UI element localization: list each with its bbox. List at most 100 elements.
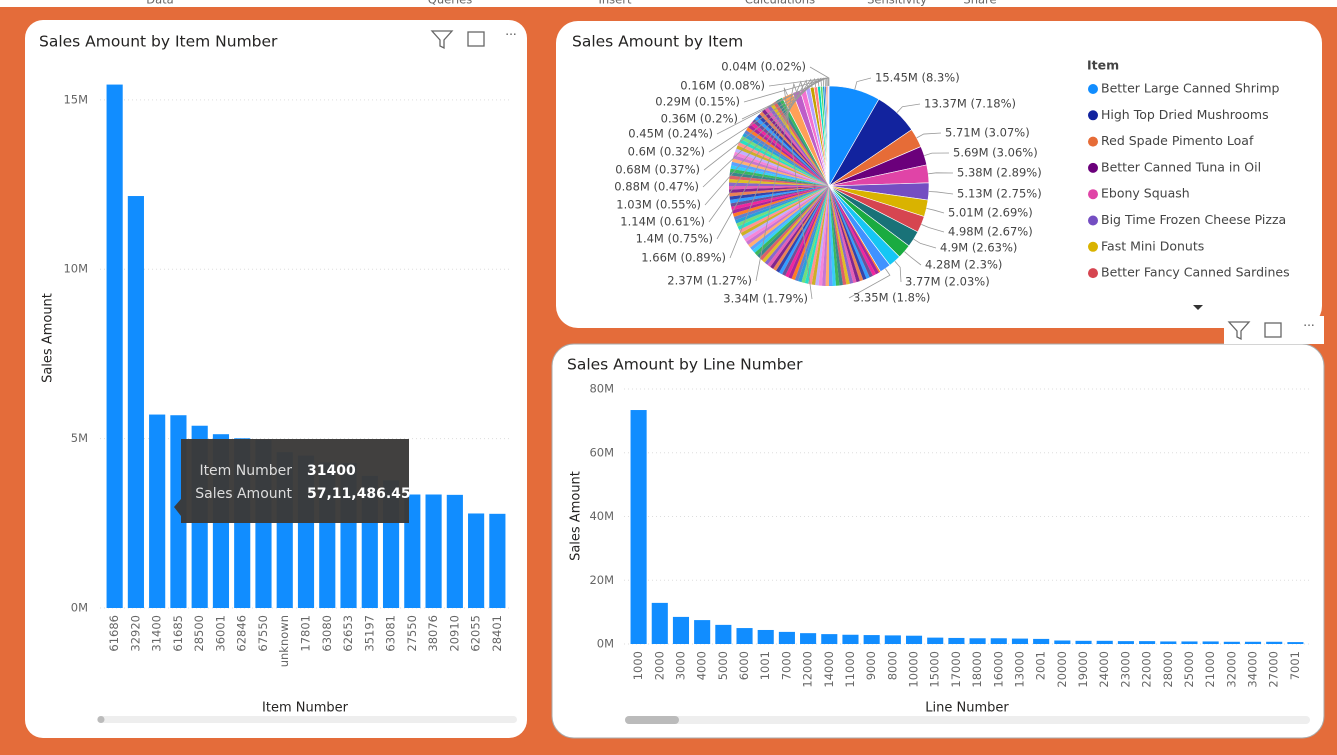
scroll-thumb[interactable] [625,716,679,724]
bar [990,638,1007,644]
pie-background [773,101,829,186]
pie-background [815,186,829,286]
leader-line [703,77,822,171]
pie-background [829,186,857,284]
ribbon-tab[interactable]: Share [963,0,996,7]
pie-background [785,186,829,278]
pie-background [744,130,829,186]
pie-background [739,139,829,186]
scrollbar[interactable] [97,716,517,723]
ribbon-tab[interactable]: Insert [599,0,632,7]
pie-background [822,186,829,286]
x-tick-label: 31400 [150,615,164,652]
pie-background [811,186,829,286]
x-tick-label: 28401 [490,615,504,652]
legend-label: Better Large Canned Shrimp [1101,81,1279,96]
bar [630,410,647,644]
leader-line [783,87,813,300]
pie-background [731,161,829,186]
data-label: 1.66M (0.89%) [641,251,726,265]
bar [1266,641,1283,644]
data-label: 1.14M (0.61%) [620,215,705,229]
x-tick-label: 1001 [758,651,772,680]
pie-background [752,119,829,186]
bar [446,494,463,608]
leader-line [896,103,921,113]
pie-background [788,186,829,279]
data-label: 0.68M (0.37%) [615,163,700,177]
leader-line [809,66,830,87]
pie-background [767,186,829,267]
bar [969,638,986,644]
scrollbar[interactable] [625,716,1310,724]
pie-background [779,97,829,186]
pie-background [736,145,829,186]
x-tick-label: 11000 [843,651,857,688]
pie-background [791,186,829,280]
x-tick-label: 35197 [362,615,376,652]
pie-background [733,186,829,221]
pie-background [759,186,829,261]
bar [1160,641,1177,644]
pie-background [829,186,843,286]
bar [905,635,923,644]
pie-background [754,186,829,256]
leader-line [926,208,945,214]
y-axis-title: Sales Amount [41,293,56,383]
pie-background [750,121,829,186]
data-label: 5.13M (2.75%) [957,187,1042,201]
y-tick-label: 10M [63,262,88,276]
legend-label: Better Canned Tuna in Oil [1101,159,1261,174]
legend-label: Big Time Frozen Cheese Pizza [1101,212,1286,227]
pie-background [829,186,836,286]
pie-background [729,172,829,186]
pie-background [748,186,829,248]
pie-background [731,158,829,186]
data-label: 0.36M (0.2%) [661,112,738,126]
y-axis-title: Sales Amount [569,471,584,561]
pie-background [759,111,829,186]
pie-background [732,186,829,217]
bar [1202,641,1219,644]
pie-background [764,186,829,265]
pie-background [829,186,867,280]
bar [1033,638,1050,644]
svg-text:···: ··· [1303,319,1314,333]
pie-background [739,186,829,233]
data-label: 3.77M (2.03%) [905,275,990,289]
data-label: 5.38M (2.89%) [957,166,1042,180]
y-tick-label: 5M [71,431,88,445]
bar [884,635,901,644]
ribbon-tab[interactable]: Queries [428,0,472,7]
visual-header[interactable]: ··· [1224,316,1324,344]
legend-marker [1088,136,1098,147]
scroll-thumb[interactable] [97,716,105,723]
visual-header[interactable]: ··· [430,28,517,50]
x-tick-label: 38076 [426,615,440,652]
leader-line [913,238,937,249]
tooltip [174,439,409,523]
leader-line [928,191,954,195]
pie-background [729,186,829,190]
x-axis-title: Line Number [925,701,1009,716]
bar [672,616,690,644]
pie-background [729,186,829,193]
pie-background [736,186,829,227]
x-tick-label: 16000 [991,651,1005,688]
ribbon-tab[interactable]: Calculations [745,0,815,7]
ribbon-tab[interactable]: Sensitivity [867,0,927,7]
x-tick-label: 1000 [631,651,645,680]
y-tick-label: 20M [589,573,614,587]
tooltip-key: Sales Amount [195,486,292,502]
x-tick-label: 17000 [949,651,963,688]
legend-more[interactable] [1193,305,1203,310]
ribbon-tab[interactable]: Data [146,0,173,7]
bar [651,602,668,644]
bar [1117,641,1134,644]
pie-background [732,155,829,186]
bar [1011,638,1029,644]
bar [425,494,442,608]
pie-background [735,148,829,186]
pie-background [829,186,860,283]
pie-background [829,186,864,282]
